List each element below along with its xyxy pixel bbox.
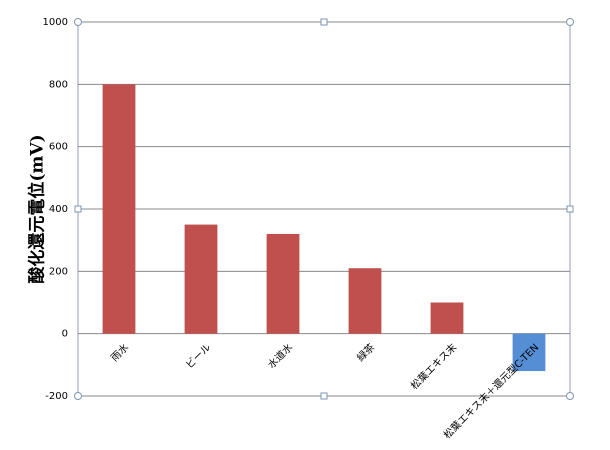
y-tick-label: -200 [45,391,68,402]
y-tick-label: 400 [49,204,68,215]
handle[interactable] [320,392,328,400]
handle[interactable] [74,18,82,26]
y-tick-label: 1000 [43,17,68,28]
handle[interactable] [74,205,82,213]
y-tick-label: 800 [49,79,68,90]
bar [430,302,464,334]
bar [266,233,300,334]
y-tick-label: 0 [62,329,68,340]
selection-handles[interactable] [74,18,574,400]
x-tick-label: 雨水 [109,341,132,364]
x-tick-label: ビール [184,341,214,371]
handle[interactable] [566,18,574,26]
handle[interactable] [566,392,574,400]
y-axis-label: 酸化還元電位(mV) [27,134,48,283]
x-tick-label: 緑茶 [354,341,377,364]
y-tick-label: 600 [49,142,68,153]
x-tick-label: 水道水 [265,341,295,371]
bar [512,333,546,372]
bar [348,268,382,334]
bar [102,84,136,334]
handle[interactable] [566,205,574,213]
y-tick-label: 200 [49,266,68,277]
handle[interactable] [320,18,328,26]
handle[interactable] [74,392,82,400]
x-tick-label: 松葉エキス末 [408,341,459,392]
x-tick-label: 松葉エキス末＋還元型C-TEN [441,341,542,442]
bar [184,224,218,334]
